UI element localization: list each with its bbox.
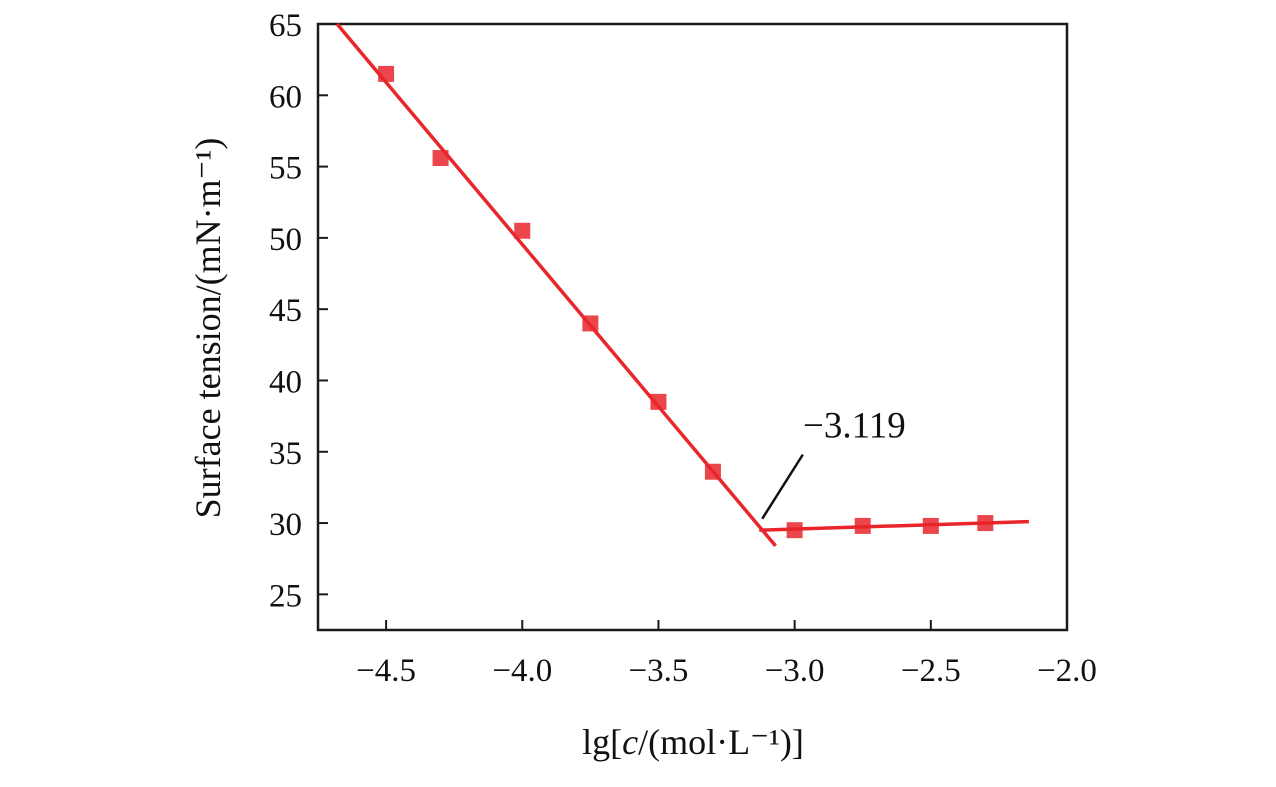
x-tick-label: −3.5 [629,653,689,689]
x-axis-title: lg[c/(mol·L⁻¹)] [582,722,804,762]
data-point [582,315,599,332]
data-point [704,463,721,480]
y-tick-label: 60 [269,79,302,115]
x-tick-label: −3.0 [765,653,825,689]
annotation-leader-line [761,453,804,520]
annotation-label: −3.119 [803,406,906,447]
x-tick-label: −2.0 [1037,653,1097,689]
annotation: −3.119 [761,406,906,520]
data-point [922,517,939,534]
x-axis-title-prefix: lg[ [582,722,622,762]
y-tick-label: 45 [269,293,302,329]
y-tick-label: 55 [269,151,302,187]
x-axis-title-suffix: /(mol·L⁻¹)] [638,722,804,762]
x-tick-label: −2.5 [901,653,961,689]
fit-lines [335,22,1029,547]
data-point [378,65,395,82]
y-tick-label: 25 [269,578,302,614]
data-point [977,515,994,532]
x-axis-title-variable: c [622,722,638,762]
y-tick-label: 35 [269,436,302,472]
data-point [432,150,449,167]
data-points [378,65,994,539]
y-tick-label: 50 [269,222,302,258]
y-tick-label: 65 [269,8,302,44]
axis-ticks: −4.5 −4.0 −3.5 −3.0 −2.5 −2.0 25 30 35 40 45 50 55 60… [269,8,1097,689]
data-point [650,393,667,410]
data-point [786,522,803,539]
x-tick-label: −4.5 [356,653,416,689]
y-axis-title: Surface tension/(mN·m⁻¹) [188,138,228,519]
y-tick-label: 30 [269,507,302,543]
fit-line [335,22,777,547]
y-tick-label: 40 [269,364,302,400]
data-point [854,517,871,534]
data-point [514,222,531,239]
x-tick-label: −4.0 [492,653,552,689]
plot-frame [316,22,1069,632]
